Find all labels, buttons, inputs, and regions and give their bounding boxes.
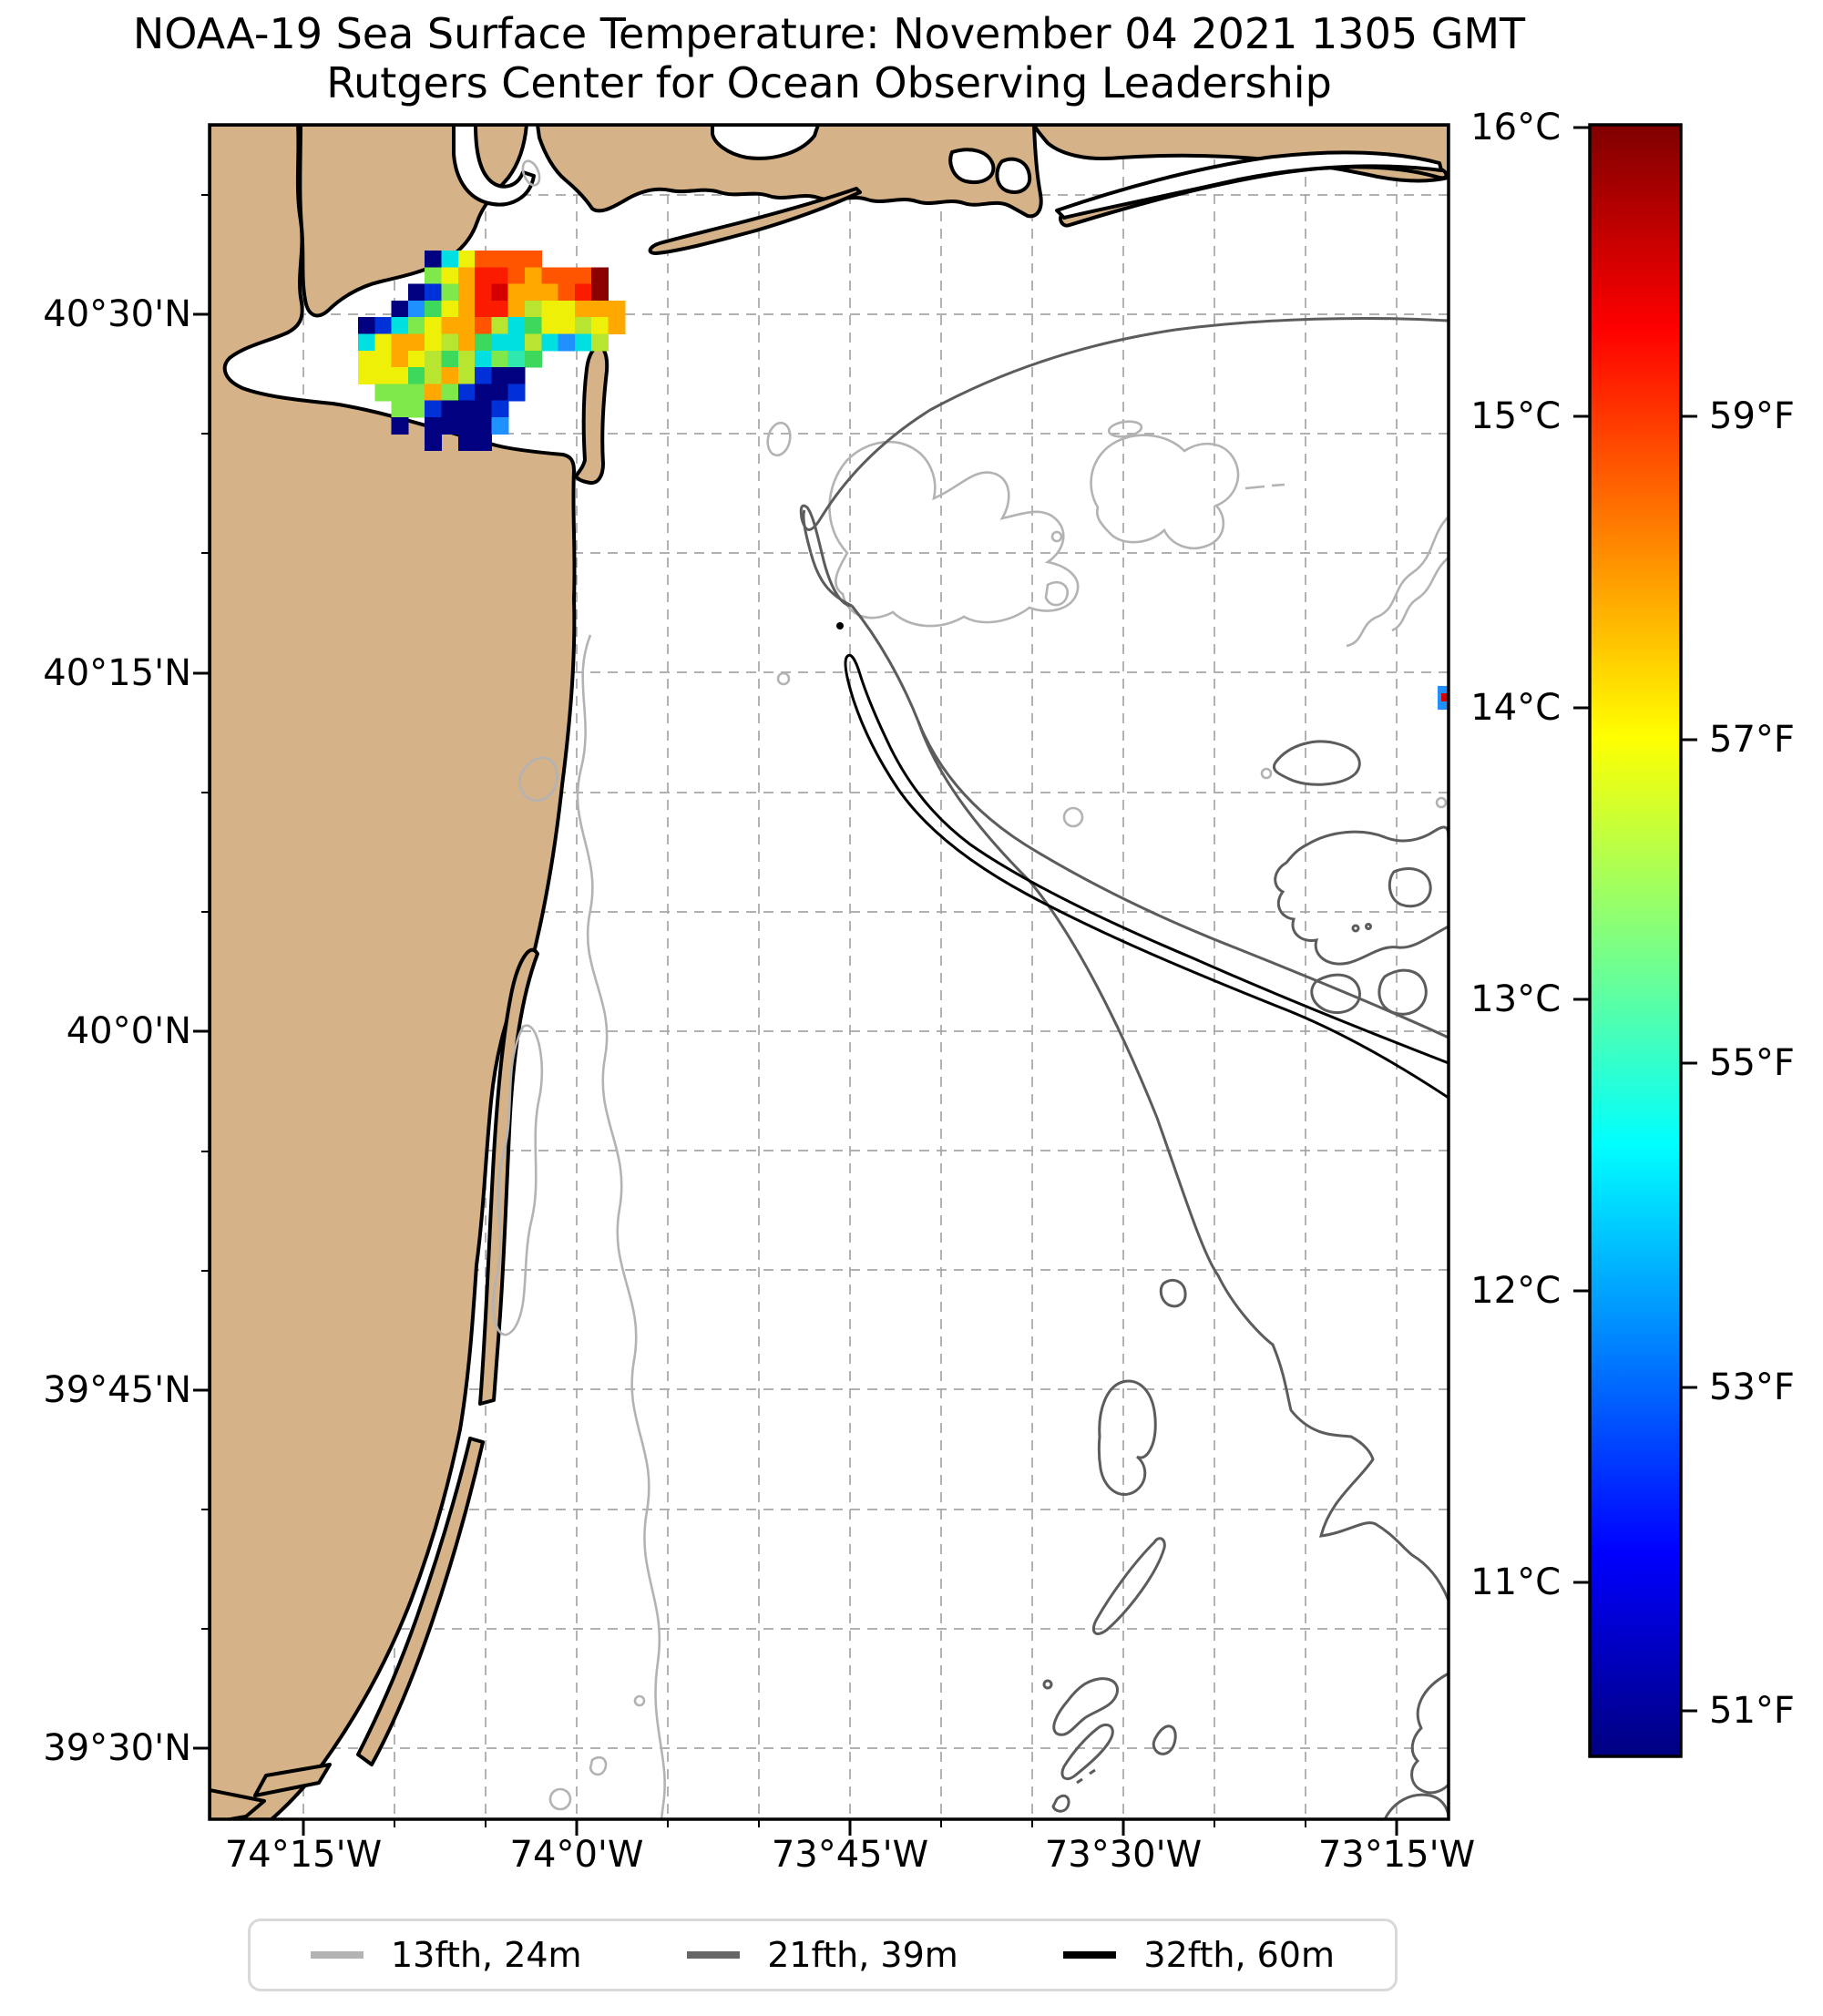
- lat-tick-label-4: 39°30'N: [43, 1727, 191, 1769]
- land-long-beach-island: [356, 1437, 485, 1766]
- map-area: [210, 125, 1449, 1819]
- legend-label-13fth: 13fth, 24m: [391, 1935, 582, 1975]
- land-sandy-hook: [574, 344, 609, 486]
- colorbar-f-label-55: 55°F: [1709, 1042, 1795, 1084]
- colorbar-gradient-bar: [1588, 123, 1683, 1758]
- colorbar-c-label-13: 13°C: [1470, 978, 1561, 1020]
- bays-and-channels: [452, 125, 1443, 220]
- figure-title: NOAA-19 Sea Surface Temperature: Novembe…: [132, 9, 1526, 58]
- colorbar: [1573, 123, 1697, 1758]
- contours-32fth: [836, 622, 1449, 1100]
- water-great-south-bay: [1055, 150, 1443, 220]
- colorbar-c-label-15: 15°C: [1470, 395, 1561, 437]
- colorbar-f-label-59: 59°F: [1709, 395, 1795, 437]
- major-ticks: [193, 312, 1398, 1836]
- lon-tick-label-2: 73°45'W: [771, 1834, 929, 1876]
- legend-line-21fth-icon: [687, 1951, 741, 1959]
- water-south-bay-2: [995, 157, 1032, 194]
- map-frame: [208, 123, 1450, 1821]
- land-brooklyn-queens: [536, 125, 1043, 219]
- contours-13fth: [492, 159, 1449, 1819]
- lon-tick-label-0: 74°15'W: [224, 1834, 383, 1876]
- lat-tick-label-2: 40°0'N: [66, 1010, 191, 1052]
- land-inlet-sliver: [253, 1763, 332, 1797]
- colorbar-c-label-14: 14°C: [1470, 687, 1561, 729]
- contours-21fth: [799, 316, 1449, 1819]
- water-jamaica-bay: [711, 125, 820, 160]
- legend-line-32fth-icon: [1063, 1951, 1117, 1959]
- land-masses: [210, 125, 1449, 1819]
- legend-item-32fth: 32fth, 60m: [1063, 1935, 1335, 1975]
- water-south-bay-1: [948, 148, 996, 184]
- axis-ticks: [193, 194, 1398, 1836]
- legend-label-21fth: 21fth, 39m: [767, 1935, 958, 1975]
- lon-tick-label-4: 73°15'W: [1317, 1834, 1476, 1876]
- colorbar-ticks: [1573, 126, 1697, 1713]
- land-rockaway-spit: [648, 187, 862, 255]
- lat-tick-label-1: 40°15'N: [43, 652, 191, 694]
- legend-item-13fth: 13fth, 24m: [311, 1935, 582, 1975]
- lat-tick-label-0: 40°30'N: [43, 293, 191, 335]
- colorbar-f-label-57: 57°F: [1709, 719, 1795, 761]
- lat-tick-label-3: 39°45'N: [43, 1369, 191, 1411]
- legend-label-32fth: 32fth, 60m: [1143, 1935, 1335, 1975]
- colorbar-c-label-16: 16°C: [1470, 107, 1561, 148]
- colorbar-c-label-12: 12°C: [1470, 1270, 1561, 1312]
- land-new-jersey: [210, 125, 577, 1819]
- colorbar-f-label-51: 51°F: [1709, 1690, 1795, 1732]
- lon-tick-label-1: 74°0'W: [509, 1834, 644, 1876]
- legend-item-21fth: 21fth, 39m: [687, 1935, 958, 1975]
- lon-tick-label-3: 73°30'W: [1044, 1834, 1203, 1876]
- minor-ticks: [201, 194, 1306, 1827]
- legend: 13fth, 24m 21fth, 39m 32fth, 60m: [248, 1919, 1398, 1991]
- colorbar-c-label-11: 11°C: [1470, 1561, 1561, 1603]
- water-gravesend-channel: [452, 125, 536, 207]
- legend-line-13fth-icon: [311, 1951, 364, 1959]
- figure-subtitle: Rutgers Center for Ocean Observing Leade…: [326, 58, 1332, 107]
- sst-speck: [1438, 686, 1449, 710]
- land-atlantic-city-wedge: [210, 1788, 266, 1819]
- sst-grid: [358, 251, 626, 452]
- colorbar-f-label-53: 53°F: [1709, 1366, 1795, 1408]
